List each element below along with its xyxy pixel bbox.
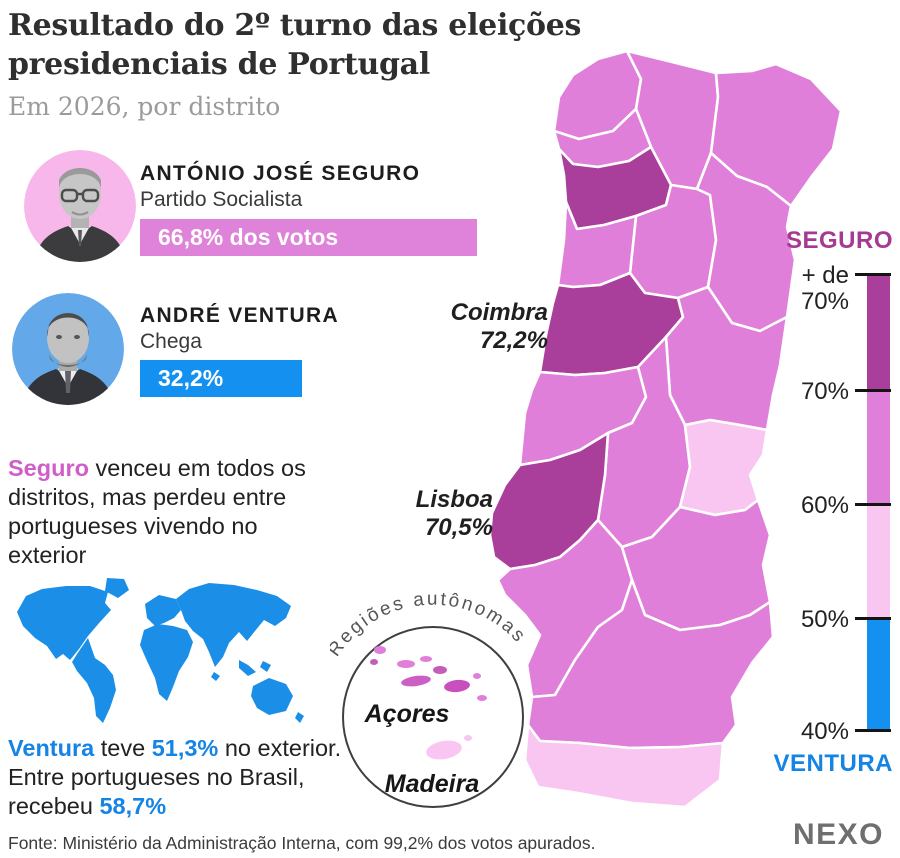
note-seguro-text: venceu em todos os distritos, mas perdeu… xyxy=(8,455,306,568)
note-ventura-text-2: no exterior. Entre portugueses no Brasil… xyxy=(8,735,342,819)
district-madeira xyxy=(426,735,472,760)
legend-ventura-label: VENTURA xyxy=(773,750,893,777)
candidate-name-seguro: ANTÓNIO JOSÉ SEGURO xyxy=(140,162,421,185)
legend-segment-50-60 xyxy=(867,505,890,619)
page-subtitle: Em 2026, por distrito xyxy=(8,92,281,121)
legend-label-60: 60% xyxy=(800,492,849,519)
lisboa-label-name: Lisboa xyxy=(415,486,493,513)
legend-label-50: 50% xyxy=(800,606,849,633)
legend-label-plus-de: + de xyxy=(801,262,849,289)
note-seguro-highlight: Seguro xyxy=(8,455,89,481)
portugal-district-map xyxy=(488,49,843,809)
legend-label-40: 40% xyxy=(800,718,849,745)
legend-tick-top xyxy=(855,273,891,276)
legend-segment-gt70 xyxy=(867,275,890,391)
world-continents-icon xyxy=(17,578,304,723)
autonomous-regions-inset: Açores Madeira xyxy=(342,626,524,808)
map-label-coimbra: Coimbra 72,2% xyxy=(408,299,548,355)
legend-color-scale xyxy=(867,275,890,731)
note-ventura-highlight-name: Ventura xyxy=(8,735,95,761)
result-bar-ventura: 32,2% xyxy=(140,360,302,397)
islands-map xyxy=(370,646,487,760)
acores-label: Açores xyxy=(364,700,450,728)
note-ventura-text-1: teve xyxy=(94,735,152,761)
nexo-logo: NEXO xyxy=(793,818,885,851)
district-faro xyxy=(523,723,725,809)
title-line-1: Resultado do 2º turno das eleições xyxy=(8,8,582,43)
note-ventura-highlight-exterior: 51,3% xyxy=(151,735,219,761)
legend-tick-40 xyxy=(855,729,891,732)
legend-seguro-label: SEGURO xyxy=(785,227,893,254)
source-note: Fonte: Ministério da Administração Inter… xyxy=(8,833,596,853)
legend-segment-40-50 xyxy=(867,619,890,731)
coimbra-label-value: 72,2% xyxy=(479,327,548,354)
avatar-seguro xyxy=(24,150,136,262)
candidate-name-ventura: ANDRÉ VENTURA xyxy=(140,304,339,327)
district-portalegre xyxy=(678,418,769,517)
legend-label-70: 70% xyxy=(800,378,849,405)
district-guarda xyxy=(695,151,797,333)
legend-segment-60-70 xyxy=(867,391,890,505)
page-title: Resultado do 2º turno das eleições presi… xyxy=(8,6,581,84)
note-ventura: Ventura teve 51,3% no exterior. Entre po… xyxy=(8,734,342,821)
legend-label-70-top: 70% xyxy=(800,288,849,315)
candidate-party-ventura: Chega xyxy=(140,330,202,353)
legend-tick-50 xyxy=(855,617,891,620)
avatar-ventura xyxy=(12,293,124,405)
note-ventura-highlight-brasil: 58,7% xyxy=(99,793,167,819)
legend-tick-70 xyxy=(855,389,891,392)
seguro-portrait-icon xyxy=(24,150,136,262)
title-line-2: presidenciais de Portugal xyxy=(8,47,430,82)
legend-tick-60 xyxy=(855,503,891,506)
result-bar-seguro: 66,8% dos votos xyxy=(140,219,477,256)
candidate-party-seguro: Partido Socialista xyxy=(140,188,303,211)
note-seguro: Seguro venceu em todos os distritos, mas… xyxy=(8,454,326,570)
map-label-lisboa: Lisboa 70,5% xyxy=(353,486,493,542)
lisboa-label-value: 70,5% xyxy=(424,514,493,541)
madeira-label: Madeira xyxy=(384,770,480,798)
coimbra-label-name: Coimbra xyxy=(450,299,548,326)
ventura-portrait-icon xyxy=(12,293,124,405)
world-map xyxy=(17,578,304,723)
district-acores xyxy=(370,646,487,701)
